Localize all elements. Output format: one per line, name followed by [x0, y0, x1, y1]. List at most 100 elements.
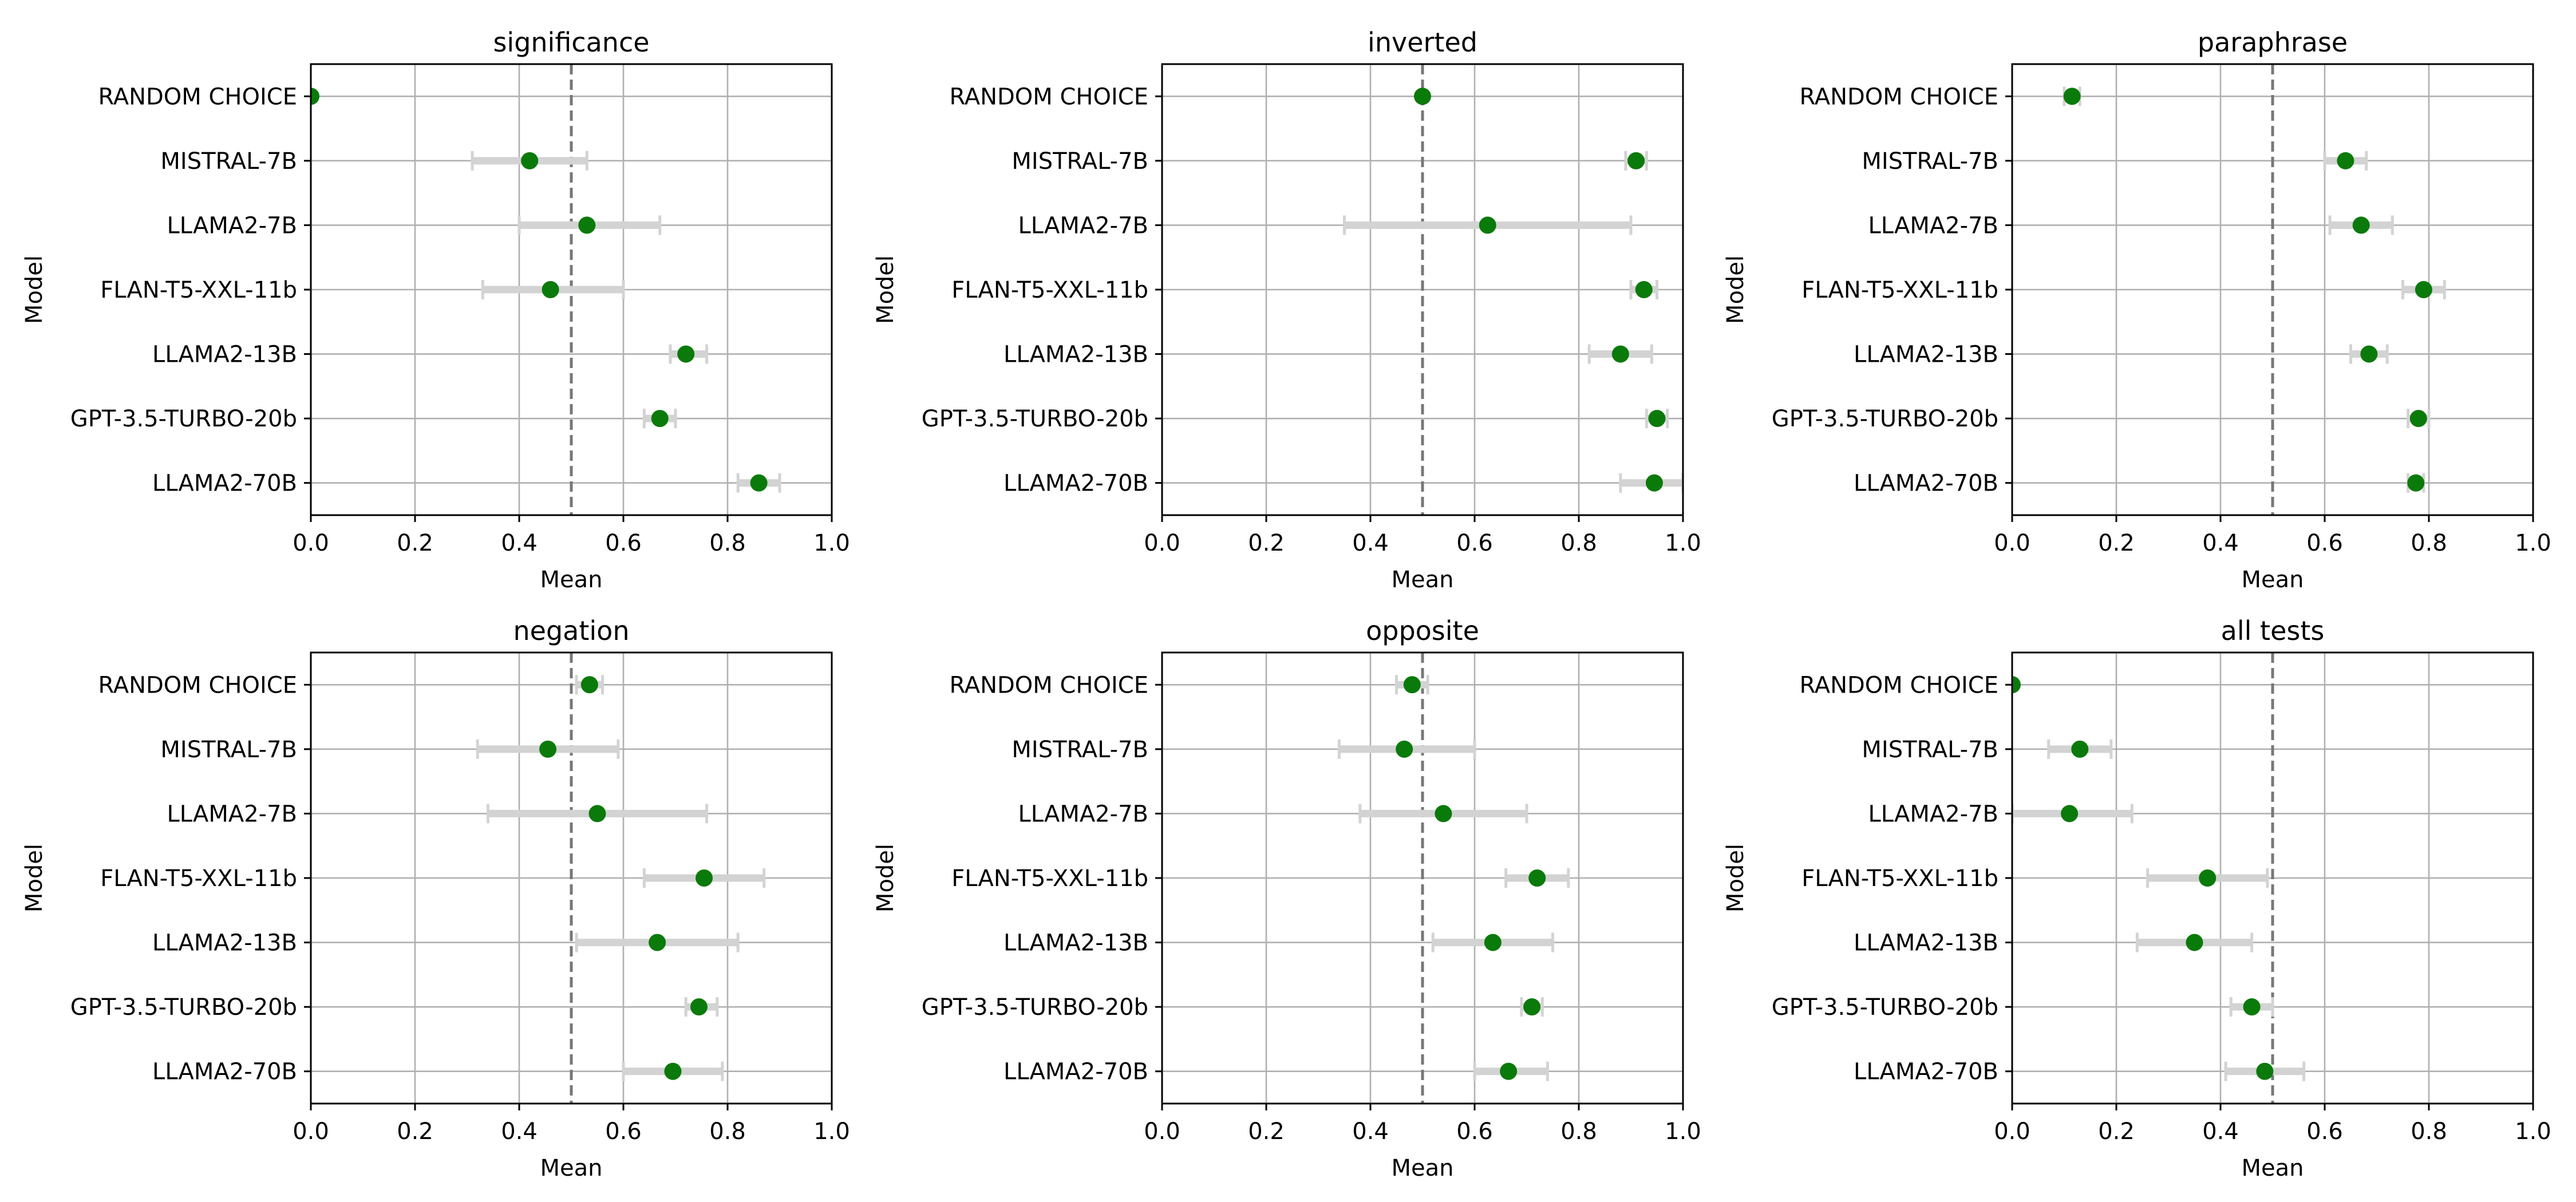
y-tick-label: FLAN-T5-XXL-11b [100, 277, 297, 303]
data-point [2071, 740, 2089, 758]
data-point [696, 869, 713, 887]
x-tick-label: 0.4 [501, 1118, 538, 1145]
x-tick-label: 0.0 [293, 1118, 329, 1145]
data-layer [1337, 675, 1570, 1081]
chart-title: paraphrase [2198, 27, 2348, 58]
x-tick-label: 0.6 [1456, 1118, 1493, 1145]
y-tick-label: LLAMA2-13B [152, 930, 297, 956]
data-point [1635, 281, 1653, 298]
subplot-all-tests: RANDOM CHOICE MISTRAL-7B LLAMA2-7B FLAN-T5-… [1722, 615, 2551, 1181]
x-axis-label: Mean [1392, 567, 1454, 593]
data-point [1500, 1062, 1518, 1080]
x-tick-label: 0.0 [1144, 530, 1180, 556]
x-tick-label: 0.4 [501, 530, 538, 556]
data-point [1414, 88, 1431, 105]
x-tick-label: 0.8 [1560, 1118, 1597, 1145]
y-tick-label: GPT-3.5-TURBO-20b [70, 994, 297, 1021]
x-tick-label: 0.4 [1352, 530, 1389, 556]
data-point [1484, 934, 1502, 951]
y-tick-label: LLAMA2-13B [1854, 930, 1998, 956]
y-tick-label: LLAMA2-70B [1003, 470, 1148, 497]
y-axis-label: Model [872, 255, 899, 324]
x-tick-label: 0.6 [605, 1118, 642, 1145]
x-tick-label: 1.0 [1665, 1118, 1701, 1145]
x-axis-label: Mean [2242, 1155, 2304, 1181]
chart-title: negation [513, 615, 630, 646]
subplot-significance: RANDOM CHOICE MISTRAL-7B LLAMA2-7B FLAN-T5-… [21, 27, 850, 593]
x-tick-label: 0.8 [1560, 530, 1597, 556]
x-tick-label: 0.0 [1144, 1118, 1180, 1145]
data-point [651, 410, 669, 428]
x-tick-label: 0.0 [1994, 1118, 2030, 1145]
data-point [2409, 410, 2427, 428]
x-axis-label: Mean [1392, 1155, 1454, 1181]
subplot-negation: RANDOM CHOICE MISTRAL-7B LLAMA2-7B FLAN-T5-… [21, 615, 850, 1181]
x-tick-label: 0.8 [709, 530, 746, 556]
data-point [2256, 1062, 2274, 1080]
y-tick-label: GPT-3.5-TURBO-20b [922, 406, 1148, 432]
y-tick-label: MISTRAL-7B [160, 148, 297, 175]
data-point [2352, 216, 2370, 234]
y-tick-label: RANDOM CHOICE [950, 672, 1148, 698]
y-tick-label: MISTRAL-7B [1862, 148, 1998, 175]
data-point [539, 740, 557, 758]
x-tick-label: 0.6 [2306, 1118, 2343, 1145]
data-point [580, 676, 598, 694]
y-tick-label: RANDOM CHOICE [98, 84, 297, 110]
y-axis-label: Model [1722, 255, 1749, 324]
y-tick-label: LLAMA2-7B [1018, 212, 1149, 239]
y-axis-label: Model [21, 255, 48, 324]
data-point [649, 934, 666, 951]
data-point [2360, 345, 2378, 363]
x-tick-label: 0.2 [397, 1118, 433, 1145]
data-point [2061, 805, 2079, 823]
data-point [1611, 345, 1629, 363]
y-axis-label: Model [1722, 844, 1749, 912]
x-tick-label: 0.0 [1994, 530, 2030, 556]
y-tick-label: LLAMA2-7B [1868, 801, 1999, 827]
x-tick-label: 0.8 [709, 1118, 746, 1145]
y-tick-label: LLAMA2-7B [1018, 801, 1149, 827]
data-point [578, 216, 596, 234]
x-tick-label: 0.2 [1248, 530, 1285, 556]
y-tick-label: GPT-3.5-TURBO-20b [70, 406, 297, 432]
x-tick-label: 0.4 [2202, 1118, 2239, 1145]
y-tick-label: GPT-3.5-TURBO-20b [1772, 994, 1998, 1021]
y-tick-label: RANDOM CHOICE [98, 672, 297, 698]
data-point [1648, 410, 1666, 428]
x-tick-label: 1.0 [813, 530, 850, 556]
data-point [1528, 869, 1546, 887]
y-tick-label: LLAMA2-13B [1003, 342, 1148, 368]
data-point [542, 281, 559, 298]
data-point [677, 345, 695, 363]
data-layer [2012, 676, 2306, 1081]
data-point [2337, 152, 2354, 169]
x-tick-label: 0.6 [1456, 530, 1493, 556]
y-tick-label: RANDOM CHOICE [1800, 84, 1998, 110]
data-point [1627, 152, 1645, 169]
data-point [1479, 216, 1496, 234]
data-point [311, 88, 319, 105]
data-layer [2063, 86, 2446, 493]
y-tick-label: RANDOM CHOICE [950, 84, 1148, 110]
data-point [1403, 676, 1421, 694]
y-tick-label: FLAN-T5-XXL-11b [1801, 865, 1998, 892]
x-tick-label: 0.0 [293, 530, 329, 556]
x-axis-label: Mean [540, 567, 603, 593]
data-point [664, 1062, 682, 1080]
data-layer [311, 88, 781, 493]
subplot-opposite: RANDOM CHOICE MISTRAL-7B LLAMA2-7B FLAN-T5-… [872, 615, 1701, 1181]
y-tick-label: FLAN-T5-XXL-11b [1801, 277, 1998, 303]
x-tick-label: 0.4 [2202, 530, 2239, 556]
y-tick-label: LLAMA2-13B [1854, 342, 1998, 368]
y-tick-label: GPT-3.5-TURBO-20b [922, 994, 1148, 1021]
x-tick-label: 0.6 [605, 530, 642, 556]
x-tick-label: 1.0 [1665, 530, 1701, 556]
y-tick-label: MISTRAL-7B [1862, 737, 1998, 763]
x-tick-label: 1.0 [813, 1118, 850, 1145]
x-tick-label: 1.0 [2515, 1118, 2551, 1145]
y-tick-label: MISTRAL-7B [1012, 737, 1148, 763]
data-point [2063, 88, 2081, 105]
x-tick-label: 0.8 [2411, 1118, 2447, 1145]
